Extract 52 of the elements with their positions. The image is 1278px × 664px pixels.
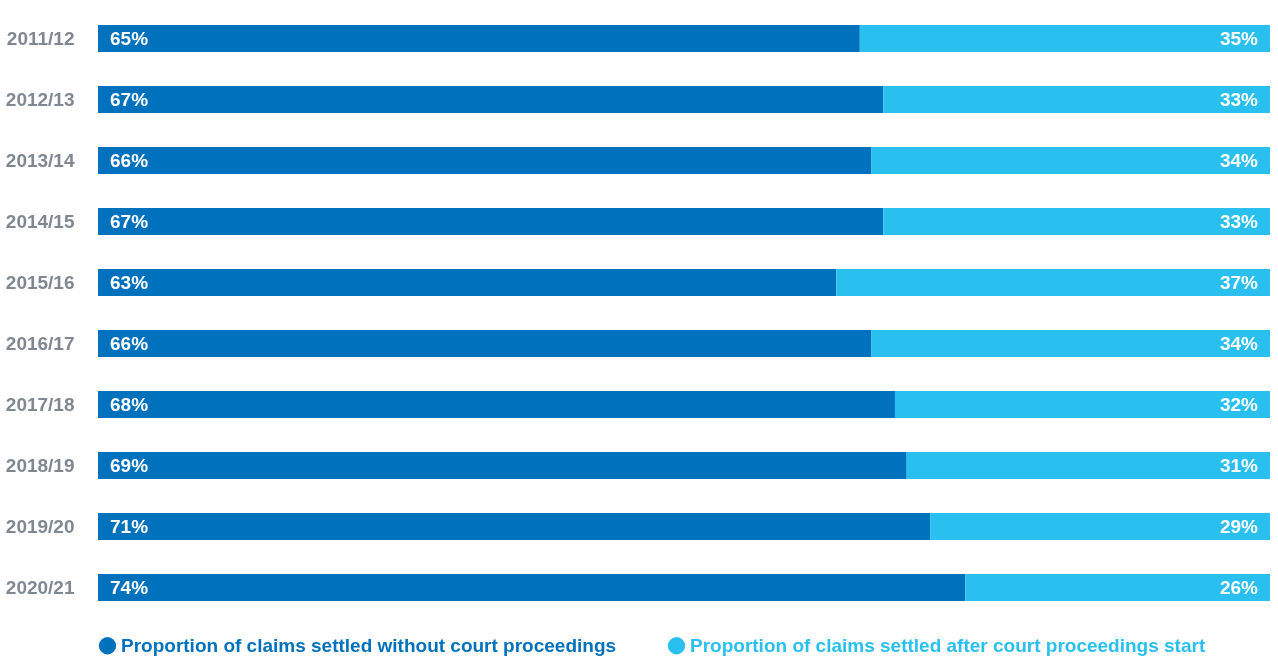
y-tick-label: 2020/21 xyxy=(5,576,75,598)
y-tick-label: 2018/19 xyxy=(5,454,75,476)
data-label: 68% xyxy=(110,393,149,415)
bar xyxy=(930,513,1270,540)
bar xyxy=(859,25,1270,52)
data-label: 66% xyxy=(110,149,149,171)
data-label: 37% xyxy=(1219,271,1259,293)
data-label: 29% xyxy=(1219,515,1259,537)
data-label: 74% xyxy=(110,576,149,598)
y-tick-label: 2011/12 xyxy=(6,27,75,49)
bar xyxy=(98,574,966,601)
data-label: 34% xyxy=(1219,332,1259,354)
data-label: 69% xyxy=(110,454,149,476)
y-tick-label: 2017/18 xyxy=(5,393,75,415)
bar xyxy=(98,208,884,235)
data-label: 67% xyxy=(110,210,149,232)
bar xyxy=(98,391,895,418)
bar xyxy=(836,269,1270,296)
bar xyxy=(98,25,860,52)
bar xyxy=(98,452,907,479)
bar xyxy=(98,147,872,174)
legend-label: Proportion of claims settled without court proceedings xyxy=(121,634,617,656)
data-label: 35% xyxy=(1219,27,1259,49)
bar xyxy=(883,86,1270,113)
data-label: 33% xyxy=(1219,88,1259,110)
y-tick-label: 2019/20 xyxy=(5,515,75,537)
bar xyxy=(894,391,1270,418)
data-label: 66% xyxy=(110,332,149,354)
data-label: 32% xyxy=(1219,393,1259,415)
y-tick-label: 2016/17 xyxy=(5,332,75,354)
data-label: 33% xyxy=(1219,210,1259,232)
bar xyxy=(98,513,931,540)
bar xyxy=(98,86,884,113)
data-label: 67% xyxy=(110,88,149,110)
data-label: 63% xyxy=(110,271,149,293)
legend-label: Proportion of claims settled after court proceedings start xyxy=(690,634,1206,656)
bar xyxy=(965,574,1270,601)
bar xyxy=(98,330,872,357)
y-tick-label: 2013/14 xyxy=(5,149,75,171)
bar xyxy=(906,452,1270,479)
y-tick-label: 2015/16 xyxy=(5,271,75,293)
y-tick-label: 2012/13 xyxy=(5,88,75,110)
data-label: 34% xyxy=(1219,149,1259,171)
data-label: 71% xyxy=(110,515,149,537)
data-label: 26% xyxy=(1219,576,1259,598)
data-label: 31% xyxy=(1219,454,1259,476)
data-label: 65% xyxy=(110,27,149,49)
bar xyxy=(871,330,1270,357)
bar xyxy=(871,147,1270,174)
y-tick-label: 2014/15 xyxy=(5,210,75,232)
bar xyxy=(883,208,1270,235)
bar xyxy=(98,269,837,296)
